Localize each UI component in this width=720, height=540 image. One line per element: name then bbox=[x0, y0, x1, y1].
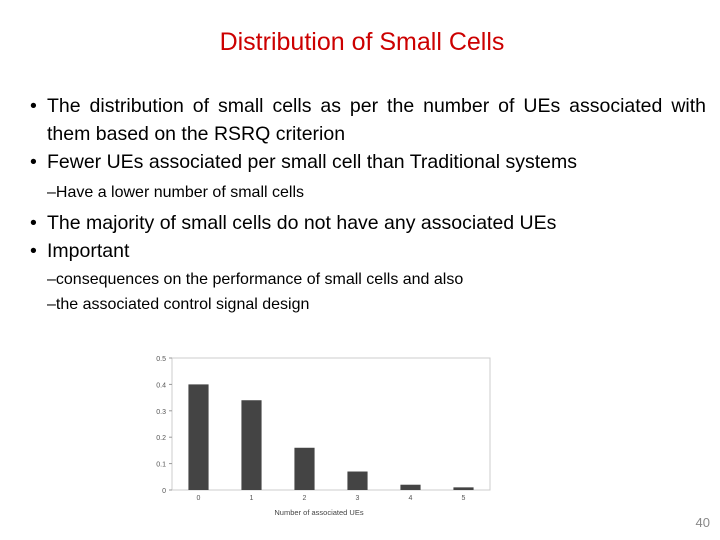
page-number: 40 bbox=[695, 515, 710, 530]
bullet-text: The distribution of small cells as per t… bbox=[47, 95, 706, 145]
y-tick-label: 0.3 bbox=[156, 409, 166, 416]
sub-bullet-item: –consequences on the performance of smal… bbox=[30, 267, 706, 292]
bar bbox=[294, 447, 315, 490]
x-tick-label: 5 bbox=[462, 495, 466, 502]
y-tick-label: 0.5 bbox=[156, 356, 166, 363]
bullet-dot: • bbox=[30, 95, 37, 117]
bullet-text: Fewer UEs associated per small cell than… bbox=[47, 151, 577, 173]
bar bbox=[400, 484, 421, 490]
bar bbox=[347, 471, 368, 490]
bullet-item: • The majority of small cells do not hav… bbox=[30, 209, 706, 237]
sub-bullet-dash: – bbox=[47, 271, 56, 288]
bullet-text: The majority of small cells do not have … bbox=[47, 212, 557, 234]
bullet-text: Important bbox=[47, 240, 130, 262]
y-tick-label: 0.2 bbox=[156, 435, 166, 442]
x-tick-label: 1 bbox=[250, 495, 254, 502]
slide-title: Distribution of Small Cells bbox=[219, 28, 505, 56]
bullet-list: • The distribution of small cells as per… bbox=[30, 92, 706, 317]
bar-chart-svg: 0 0.1 0.2 0.3 0.4 0.5 0 1 2 3 4 5 Number of associat… bbox=[156, 356, 491, 517]
sub-bullet-dash: – bbox=[47, 296, 56, 313]
x-tick-label: 3 bbox=[356, 495, 360, 502]
x-axis-label: Number of associated UEs bbox=[274, 508, 363, 517]
bullet-dot: • bbox=[30, 151, 37, 173]
plot-frame bbox=[171, 357, 491, 491]
bullet-item: • Fewer UEs associated per small cell th… bbox=[30, 148, 706, 176]
y-tick-label: 0.1 bbox=[156, 462, 166, 469]
sub-bullet-text: consequences on the performance of small… bbox=[55, 271, 464, 288]
y-tick-label: 0 bbox=[162, 488, 166, 495]
bullet-dot: • bbox=[30, 212, 37, 234]
sub-bullet-text: Have a lower number of small cells bbox=[55, 184, 304, 201]
sub-bullet-group: –consequences on the performance of smal… bbox=[30, 267, 706, 317]
bar bbox=[241, 400, 262, 490]
bullet-item: • The distribution of small cells as per… bbox=[30, 92, 706, 148]
sub-bullet-item: –the associated control signal design bbox=[30, 292, 706, 317]
bar-chart: 0 0.1 0.2 0.3 0.4 0.5 0 1 2 3 4 5 Number of associat… bbox=[140, 348, 500, 520]
x-tick-label: 2 bbox=[303, 495, 307, 502]
bullet-dot: • bbox=[30, 240, 37, 262]
sub-bullet-dash: – bbox=[47, 184, 56, 201]
sub-bullet-text: the associated control signal design bbox=[55, 296, 310, 313]
bar bbox=[453, 487, 474, 490]
bar bbox=[188, 384, 209, 490]
x-tick-label: 4 bbox=[409, 495, 413, 502]
sub-bullet-item: –Have a lower number of small cells bbox=[30, 180, 706, 205]
y-tick-label: 0.4 bbox=[156, 382, 166, 389]
x-tick-label: 0 bbox=[197, 495, 201, 502]
bullet-item: • Important bbox=[30, 237, 706, 265]
